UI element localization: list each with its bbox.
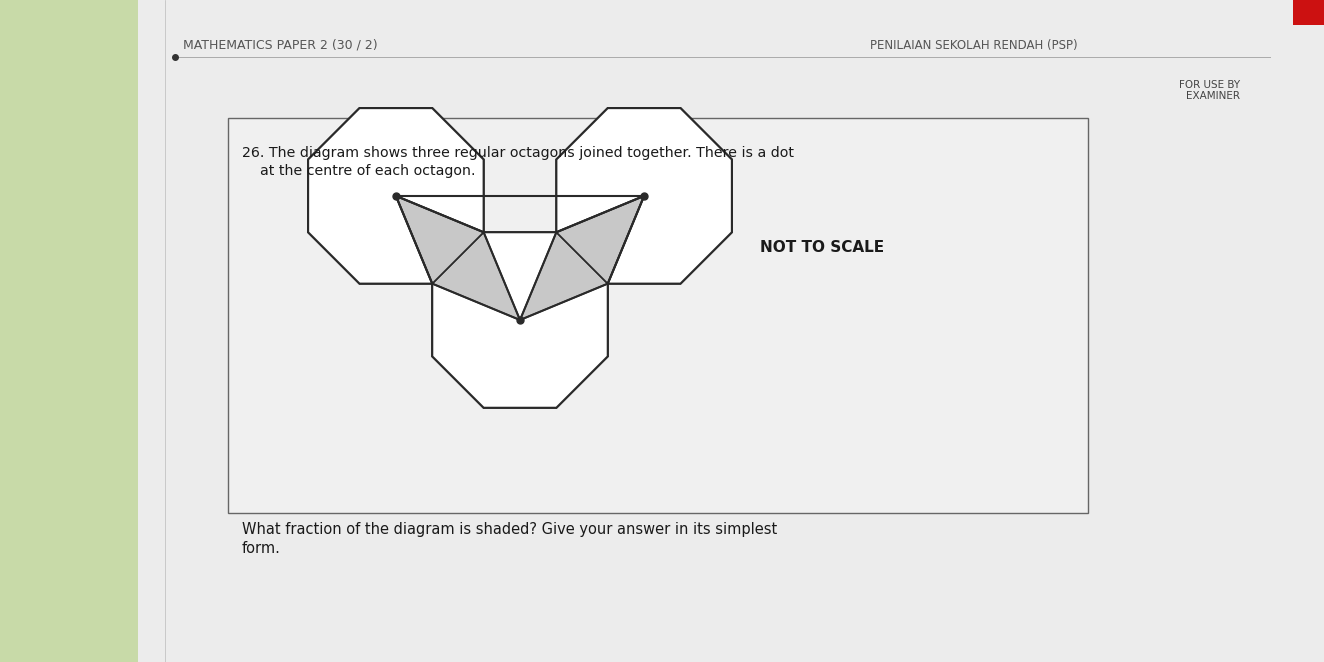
Text: EXAMINER: EXAMINER [1186, 91, 1241, 101]
Polygon shape [308, 108, 483, 283]
Text: form.: form. [242, 541, 281, 556]
Polygon shape [520, 232, 608, 320]
Bar [0, 0, 166, 662]
Text: MATHEMATICS PAPER 2 (30 / 2): MATHEMATICS PAPER 2 (30 / 2) [183, 39, 377, 52]
Polygon shape [432, 232, 608, 408]
Polygon shape [520, 232, 608, 320]
Text: What fraction of the diagram is shaded? Give your answer in its simplest: What fraction of the diagram is shaded? … [242, 522, 777, 537]
Polygon shape [556, 196, 643, 283]
Polygon shape [556, 196, 643, 283]
Text: NOT TO SCALE: NOT TO SCALE [760, 240, 884, 255]
Bar [138, 0, 1324, 662]
Bar [1294, 0, 1324, 25]
Text: at the centre of each octagon.: at the centre of each octagon. [242, 164, 475, 178]
Polygon shape [396, 196, 483, 283]
Polygon shape [556, 108, 732, 283]
Polygon shape [556, 108, 732, 283]
Polygon shape [432, 232, 520, 320]
Text: FOR USE BY: FOR USE BY [1178, 80, 1241, 90]
Polygon shape [432, 232, 520, 320]
Bar [228, 118, 1088, 513]
Polygon shape [308, 108, 483, 283]
Text: PENILAIAN SEKOLAH RENDAH (PSP): PENILAIAN SEKOLAH RENDAH (PSP) [870, 39, 1078, 52]
Polygon shape [396, 196, 483, 283]
Polygon shape [432, 232, 608, 408]
Text: 26. The diagram shows three regular octagons joined together. There is a dot: 26. The diagram shows three regular octa… [242, 146, 794, 160]
